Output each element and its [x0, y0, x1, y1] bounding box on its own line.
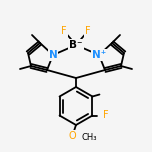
Text: N: N: [49, 50, 57, 60]
Text: N⁺: N⁺: [92, 50, 106, 60]
Text: F: F: [103, 111, 108, 121]
Text: F: F: [61, 26, 67, 36]
Text: B⁻: B⁻: [69, 40, 83, 50]
Text: O: O: [68, 131, 76, 141]
Text: F: F: [85, 26, 91, 36]
Text: CH₃: CH₃: [82, 133, 97, 142]
